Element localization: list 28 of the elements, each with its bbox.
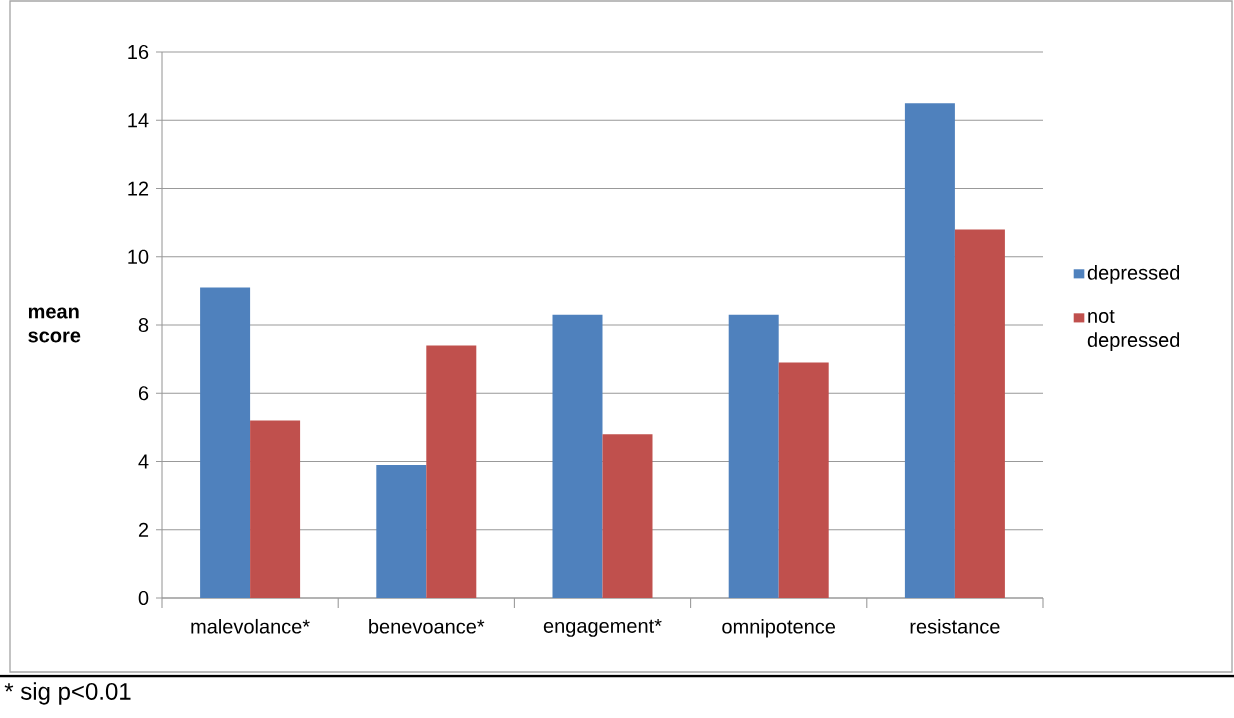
bar xyxy=(552,314,603,598)
y-tick-label: 16 xyxy=(128,44,149,60)
legend-label: depressed xyxy=(1087,265,1180,284)
y-tick-label: 2 xyxy=(138,522,149,537)
text: * sig p<0.01 xyxy=(4,682,131,705)
x-tick-label: benevoance* xyxy=(369,618,485,634)
y-axis-title: mean score xyxy=(28,307,81,343)
x-tick-label: resistance xyxy=(910,618,1000,634)
x-tick-label: omnipotence xyxy=(722,618,836,638)
bar xyxy=(954,229,1005,598)
y-tick-label: 8 xyxy=(138,317,149,333)
bar xyxy=(728,314,779,598)
bar xyxy=(904,103,955,598)
bar xyxy=(602,434,653,598)
y-tick-label: 4 xyxy=(138,454,149,469)
y-tick-label: 0 xyxy=(138,590,149,606)
bar xyxy=(200,287,251,598)
bar xyxy=(250,420,301,598)
y-tick-label: 6 xyxy=(138,386,149,401)
x-tick-label: malevolance* xyxy=(191,618,310,634)
bar xyxy=(426,345,477,598)
x-tick-label: engagement* xyxy=(543,618,662,637)
y-tick-label: 12 xyxy=(128,181,149,196)
bar xyxy=(778,362,829,598)
bar xyxy=(376,464,427,598)
legend-label: not depressed xyxy=(1087,309,1180,351)
y-tick-label: 10 xyxy=(128,249,149,264)
y-tick-label: 14 xyxy=(128,113,149,128)
